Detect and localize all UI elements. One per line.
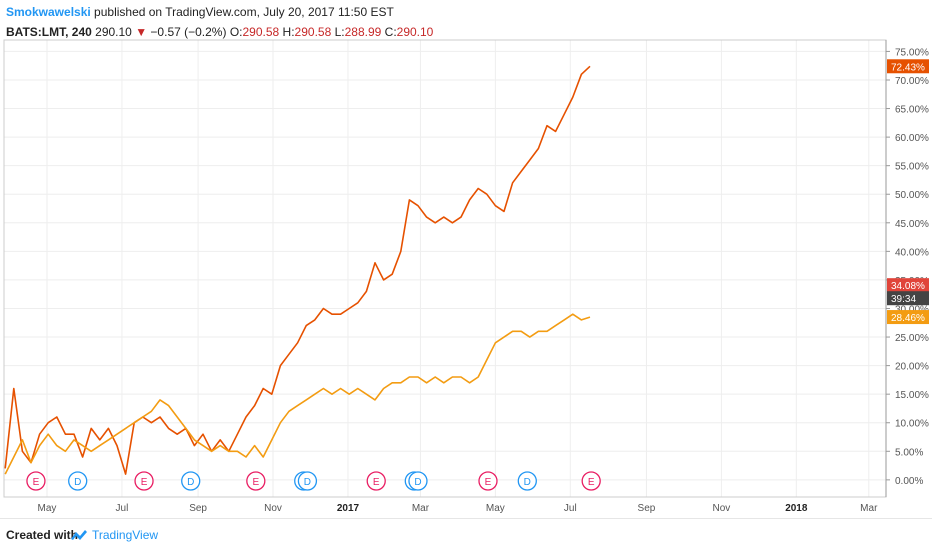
y-tick-label: 45.00% <box>895 219 929 230</box>
y-tick-label: 25.00% <box>895 333 929 344</box>
event-circle <box>134 471 154 491</box>
close-label: C: <box>384 25 397 39</box>
close-value: 290.10 <box>396 25 434 39</box>
y-tick-label: 55.00% <box>895 162 929 173</box>
y-tick-label: 50.00% <box>895 190 929 201</box>
created-with-label: Created with <box>6 528 79 542</box>
event-letter: E <box>485 477 492 488</box>
open-label: O: <box>229 25 243 39</box>
publish-info: published on TradingView.com, July 20, 2… <box>90 5 394 19</box>
event-circle <box>246 471 266 491</box>
event-letter: E <box>588 477 595 488</box>
price-tag-box <box>887 59 929 74</box>
symbol-label: BATS:LMT, 240 <box>6 25 92 39</box>
last-price: 290.10 <box>95 25 132 39</box>
x-tick-label: Jul <box>116 503 129 514</box>
price-tag-label: 39:34 <box>891 294 916 305</box>
y-tick-label: 65.00% <box>895 105 929 116</box>
low-value: 288.99 <box>344 25 382 39</box>
y-tick-label: 40.00% <box>895 247 929 258</box>
price-chart[interactable]: EDEDEDDEDDEDE 0.00%5.00%10.00%15.00%20.0… <box>0 0 932 518</box>
price-tag-box <box>887 278 929 293</box>
event-letter: E <box>33 477 40 488</box>
event-letter: D <box>414 477 421 488</box>
event-letter: D <box>304 477 311 488</box>
event-marker-earnings[interactable]: E <box>478 471 498 491</box>
price-tag: 28.46% <box>887 310 929 325</box>
x-tick-label: Mar <box>412 503 430 514</box>
price-tag-label: 72.43% <box>891 62 925 73</box>
tradingview-logo-icon[interactable] <box>70 528 88 542</box>
event-circle <box>366 471 386 491</box>
event-letter: D <box>524 477 531 488</box>
price-tag-box <box>887 291 929 306</box>
event-circle <box>181 471 201 491</box>
price-tag-label: 28.46% <box>891 313 925 324</box>
x-tick-label: Nov <box>264 503 282 514</box>
symbol-line: BATS:LMT, 240 290.10 ▼ −0.57 (−0.2%) O:2… <box>6 24 433 40</box>
event-circle <box>581 471 601 491</box>
x-tick-label: 2017 <box>337 503 360 514</box>
event-marker-dividend[interactable]: D <box>297 471 318 491</box>
publish-line: Smokwawelski published on TradingView.co… <box>6 4 433 20</box>
event-marker-earnings[interactable]: E <box>134 471 154 491</box>
x-tick-label: Sep <box>638 503 656 514</box>
event-letter: E <box>141 477 148 488</box>
x-tick-label: Jul <box>564 503 577 514</box>
high-label: H: <box>282 25 295 39</box>
low-label: L: <box>334 25 345 39</box>
event-letter: E <box>373 477 380 488</box>
event-circle <box>517 471 537 491</box>
x-tick-label: Sep <box>189 503 207 514</box>
event-marker-dividend[interactable]: D <box>408 471 428 491</box>
x-tick-label: Mar <box>860 503 878 514</box>
price-tag-box <box>887 310 929 325</box>
event-letter: E <box>252 477 259 488</box>
event-marker-earnings[interactable]: E <box>246 471 266 491</box>
change-arrow-icon: ▼ <box>135 25 148 39</box>
price-tag: 34.08% <box>887 278 929 293</box>
y-tick-label: 70.00% <box>895 76 929 87</box>
event-marker-dividend[interactable]: D <box>181 471 201 491</box>
series-line-1 <box>4 313 591 475</box>
series-line-0 <box>4 65 591 475</box>
event-letter: D <box>74 477 81 488</box>
event-marker-earnings[interactable]: E <box>581 471 601 491</box>
y-tick-label: 20.00% <box>895 362 929 373</box>
event-marker-dividend[interactable]: D <box>68 471 88 491</box>
x-tick-label: May <box>38 503 57 514</box>
event-circle <box>297 471 318 491</box>
event-marker-earnings[interactable]: E <box>26 471 46 491</box>
chart-header: Smokwawelski published on TradingView.co… <box>6 4 433 40</box>
y-tick-label: 5.00% <box>895 447 923 458</box>
y-tick-label: 30.00% <box>895 304 929 315</box>
price-tag: 72.43% <box>887 59 929 74</box>
y-tick-label: 15.00% <box>895 390 929 401</box>
high-value: 290.58 <box>294 25 332 39</box>
event-marker-earnings[interactable]: E <box>366 471 386 491</box>
price-tag-label: 34.08% <box>891 281 925 292</box>
x-tick-label: 2018 <box>785 503 808 514</box>
x-tick-label: Nov <box>712 503 730 514</box>
x-tick-label: May <box>486 503 505 514</box>
price-tag: 39:34 <box>887 291 929 306</box>
price-change: −0.57 (−0.2%) <box>150 25 227 39</box>
event-circle <box>478 471 498 491</box>
event-circle <box>68 471 88 491</box>
y-tick-label: 0.00% <box>895 476 923 487</box>
y-tick-label: 10.00% <box>895 419 929 430</box>
event-circle <box>26 471 46 491</box>
open-value: 290.58 <box>242 25 280 39</box>
event-letter: D <box>187 477 194 488</box>
y-tick-label: 60.00% <box>895 133 929 144</box>
author-link[interactable]: Smokwawelski <box>6 5 91 19</box>
footer-bar: Created with TradingView <box>0 518 932 551</box>
tradingview-link[interactable]: TradingView <box>92 528 159 542</box>
event-marker-dividend[interactable]: D <box>517 471 537 491</box>
y-tick-label: 75.00% <box>895 47 929 58</box>
event-circle <box>408 471 428 491</box>
